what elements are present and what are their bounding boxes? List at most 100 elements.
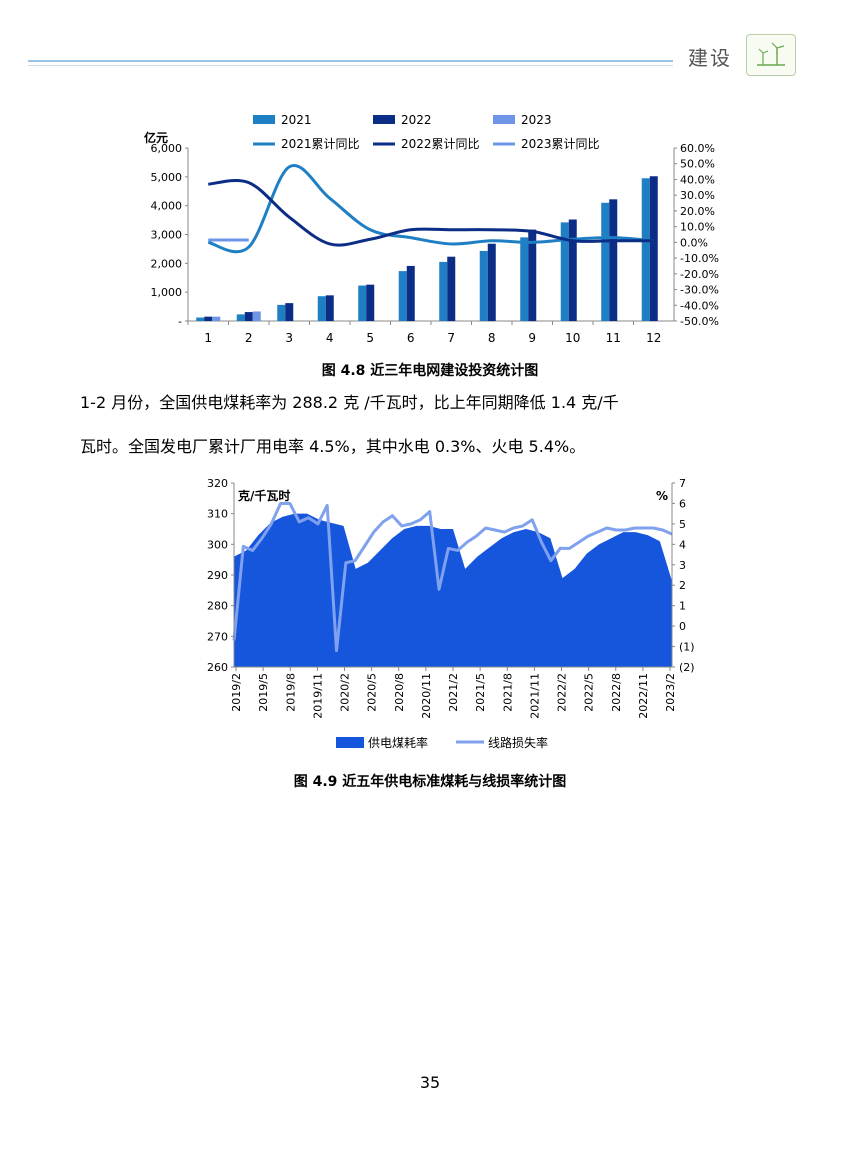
x-tick-label: 2021/8 bbox=[501, 673, 514, 712]
bar-2022 bbox=[204, 316, 213, 321]
left-tick-label: 260 bbox=[207, 661, 228, 674]
bar-2023 bbox=[252, 311, 261, 321]
right-tick-label: 3 bbox=[679, 559, 686, 572]
right-tick-label: -40.0% bbox=[680, 299, 719, 312]
bar-2021 bbox=[236, 314, 245, 321]
bar-2021 bbox=[358, 285, 367, 321]
legend-swatch-供电煤耗率 bbox=[336, 737, 364, 748]
x-tick-label: 1 bbox=[204, 331, 212, 345]
right-tick-label: 50.0% bbox=[680, 158, 715, 171]
x-tick-label: 7 bbox=[447, 331, 455, 345]
bar-2022 bbox=[528, 229, 537, 321]
x-tick-label: 2020/11 bbox=[420, 673, 433, 719]
bar-2021 bbox=[479, 250, 488, 321]
bar-2022 bbox=[285, 303, 294, 321]
investment-chart: 亿元 - 1,000 2,000 3,000 4,000 5,000 6,000 -50.0% -… bbox=[144, 113, 719, 345]
x-tick-label: 2022/2 bbox=[556, 673, 569, 712]
legend-swatch-2021 bbox=[253, 115, 275, 124]
legend-label-2021: 2021 bbox=[281, 113, 312, 127]
bar-2022 bbox=[649, 176, 658, 321]
legend-label-2021累计同比: 2021累计同比 bbox=[281, 137, 360, 151]
page-number: 35 bbox=[419, 1073, 441, 1092]
right-tick-label: -30.0% bbox=[680, 284, 719, 297]
right-tick-label: 0 bbox=[679, 620, 686, 633]
x-tick-label: 2022/11 bbox=[637, 673, 650, 719]
line-线路损失率 bbox=[232, 501, 673, 653]
x-tick-label: 10 bbox=[565, 331, 580, 345]
left-tick-label: 320 bbox=[207, 477, 228, 490]
paragraph-line-1: 1-2 月份，全国供电煤耗率为 288.2 克 /千瓦时，比上年同期降低 1.4… bbox=[80, 393, 619, 412]
bar-2021 bbox=[601, 202, 610, 321]
x-tick-label: 8 bbox=[488, 331, 496, 345]
right-tick-label: 0.0% bbox=[680, 236, 708, 249]
legend-swatch-2022 bbox=[373, 115, 395, 124]
bar-2023 bbox=[212, 316, 221, 321]
right-tick-label: -50.0% bbox=[680, 315, 719, 328]
x-tick-label: 2019/8 bbox=[284, 673, 297, 712]
left-tick-label: 5,000 bbox=[151, 171, 183, 184]
x-tick-label: 12 bbox=[646, 331, 661, 345]
right-tick-label: 4 bbox=[679, 538, 686, 551]
legend-label-2023: 2023 bbox=[521, 113, 552, 127]
x-tick-label: 4 bbox=[326, 331, 334, 345]
right-tick-label: 20.0% bbox=[680, 205, 715, 218]
legend-label-供电煤耗率: 供电煤耗率 bbox=[368, 735, 428, 750]
left-tick-label: 270 bbox=[207, 630, 228, 643]
right-tick-label: 1 bbox=[679, 600, 686, 613]
figure2-caption: 图 4.9 近五年供电标准煤耗与线损率统计图 bbox=[293, 774, 567, 790]
right-tick-label: -10.0% bbox=[680, 252, 719, 265]
bar-2022 bbox=[568, 219, 577, 321]
right-tick-label: 7 bbox=[679, 477, 686, 490]
right-tick-label: 40.0% bbox=[680, 173, 715, 186]
x-tick-label: 9 bbox=[528, 331, 536, 345]
legend-label-2022: 2022 bbox=[401, 113, 432, 127]
bar-2021 bbox=[520, 237, 529, 321]
left-tick-label: 3,000 bbox=[151, 229, 183, 242]
right-tick-label: (1) bbox=[679, 641, 695, 654]
bar-2022 bbox=[406, 265, 415, 321]
left-tick-label: 290 bbox=[207, 569, 228, 582]
header-rule-thin bbox=[28, 65, 673, 66]
left-tick-label: 2,000 bbox=[151, 257, 183, 270]
right-tick-label: 30.0% bbox=[680, 189, 715, 202]
header-rule bbox=[28, 60, 673, 62]
left-axis-unit: 亿元 bbox=[144, 130, 168, 145]
x-tick-label: 2022/5 bbox=[583, 673, 596, 712]
x-tick-label: 2020/8 bbox=[393, 673, 406, 712]
x-tick-label: 2021/2 bbox=[447, 673, 460, 712]
bar-2022 bbox=[366, 284, 375, 321]
left-tick-label: - bbox=[178, 315, 182, 328]
right-tick-label: 10.0% bbox=[680, 221, 715, 234]
bar-2022 bbox=[487, 243, 496, 321]
legend-label-线路损失率: 线路损失率 bbox=[488, 735, 548, 750]
bar-2021 bbox=[317, 296, 326, 321]
left-tick-label: 4,000 bbox=[151, 200, 183, 213]
x-tick-label: 2022/8 bbox=[610, 673, 623, 712]
left-tick-label: 1,000 bbox=[151, 286, 183, 299]
x-tick-label: 6 bbox=[407, 331, 415, 345]
bar-2021 bbox=[398, 271, 407, 321]
bar-2022 bbox=[609, 199, 618, 321]
bar-2021 bbox=[277, 304, 286, 321]
left-axis-unit: 克/千瓦时 bbox=[238, 488, 290, 503]
bar-2022 bbox=[447, 256, 456, 321]
x-tick-label: 2020/5 bbox=[366, 673, 379, 712]
left-tick-label: 300 bbox=[207, 538, 228, 551]
right-tick-label: (2) bbox=[679, 661, 695, 674]
legend-swatch-2023 bbox=[493, 115, 515, 124]
right-tick-label: 60.0% bbox=[680, 142, 715, 155]
bar-2021 bbox=[641, 178, 650, 321]
bar-2022 bbox=[325, 295, 334, 321]
left-tick-label: 6,000 bbox=[151, 142, 183, 155]
coal-consumption-chart: 克/千瓦时 % 260 270 280 290 300 310 320 (2) (1) 0 1 2 3 4 5 6… bbox=[207, 477, 695, 750]
left-tick-label: 310 bbox=[207, 508, 228, 521]
legend-label-2022累计同比: 2022累计同比 bbox=[401, 137, 480, 151]
paragraph-line-2: 瓦时。全国发电厂累计厂用电率 4.5%，其中水电 0.3%、火电 5.4%。 bbox=[80, 437, 586, 456]
x-tick-label: 2021/11 bbox=[528, 673, 541, 719]
right-axis-unit: % bbox=[656, 489, 668, 503]
figure1-caption: 图 4.8 近三年电网建设投资统计图 bbox=[321, 363, 539, 379]
x-tick-label: 5 bbox=[366, 331, 374, 345]
x-tick-label: 3 bbox=[285, 331, 293, 345]
right-tick-label: 6 bbox=[679, 497, 686, 510]
line-2021累计同比 bbox=[207, 163, 654, 254]
